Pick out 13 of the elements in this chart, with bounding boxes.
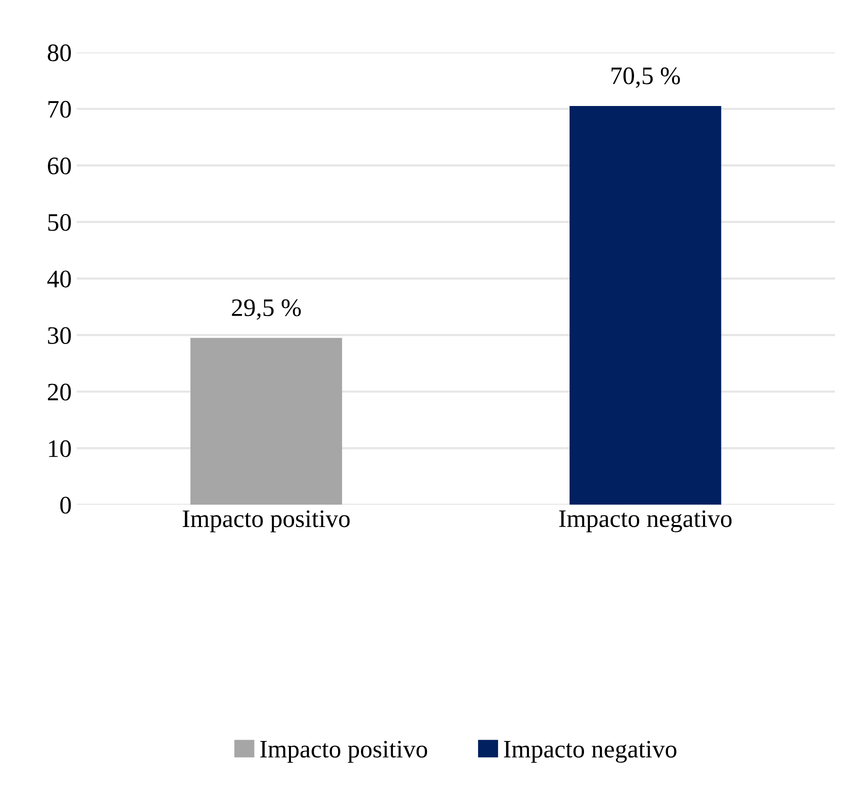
y-tick-label: 80	[48, 44, 71, 62]
legend-label: Impacto positivo	[260, 740, 428, 763]
y-tick-label: 40	[47, 270, 71, 288]
y-tick-label: 50	[48, 214, 71, 231]
y-tick-label: 70	[48, 100, 71, 118]
data-label: 70,5 %	[612, 67, 680, 88]
legend-label: Impacto negativo	[504, 740, 676, 763]
y-tick-label: 10	[49, 440, 71, 458]
y-tick-label: 0	[60, 496, 71, 514]
y-tick-label: 20	[48, 384, 71, 401]
y-tick-label: 60	[48, 157, 71, 174]
data-label: 29,5 %	[232, 299, 301, 320]
y-tick-label: 30	[48, 327, 71, 344]
